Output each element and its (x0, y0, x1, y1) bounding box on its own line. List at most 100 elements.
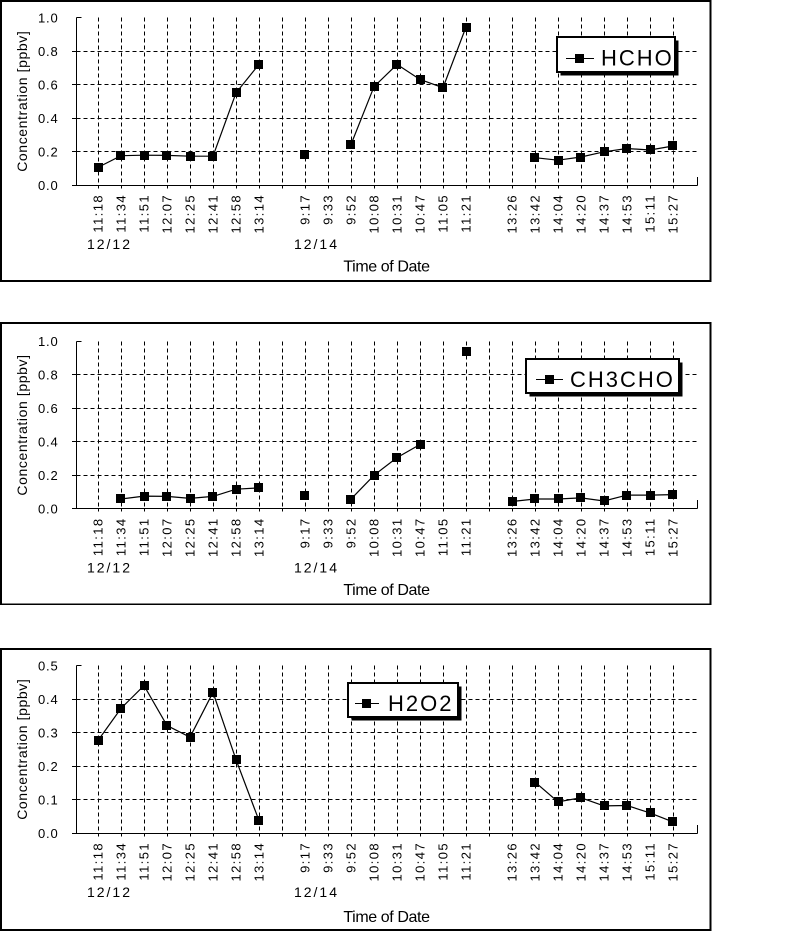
svg-text:11:18: 11:18 (91, 842, 106, 881)
svg-text:15:27: 15:27 (666, 518, 681, 558)
svg-text:10:08: 10:08 (367, 842, 382, 882)
svg-text:14:37: 14:37 (597, 518, 612, 558)
svg-text:12/12: 12/12 (87, 884, 132, 900)
svg-text:Concentration [ppbv]: Concentration [ppbv] (14, 31, 30, 172)
svg-text:12/14: 12/14 (294, 884, 339, 900)
svg-text:11:34: 11:34 (114, 842, 129, 881)
svg-text:9:33: 9:33 (321, 518, 336, 549)
svg-text:13:26: 13:26 (505, 842, 520, 882)
svg-text:14:53: 14:53 (620, 842, 635, 882)
svg-text:14:20: 14:20 (574, 194, 589, 234)
svg-text:11:05: 11:05 (436, 842, 451, 881)
svg-text:15:27: 15:27 (666, 194, 681, 234)
svg-text:10:31: 10:31 (390, 842, 405, 882)
svg-text:12:58: 12:58 (229, 194, 244, 234)
svg-text:15:11: 15:11 (643, 842, 658, 881)
svg-text:13:42: 13:42 (528, 194, 543, 234)
svg-text:9:52: 9:52 (344, 518, 359, 549)
svg-text:Time of Date: Time of Date (343, 909, 430, 926)
svg-text:12:07: 12:07 (160, 194, 175, 234)
svg-text:13:26: 13:26 (505, 518, 520, 558)
svg-text:15:11: 15:11 (643, 518, 658, 557)
svg-text:12:25: 12:25 (183, 194, 198, 234)
svg-text:0.2: 0.2 (38, 468, 58, 483)
svg-text:10:47: 10:47 (413, 842, 428, 882)
svg-text:12:58: 12:58 (229, 842, 244, 882)
svg-text:12:25: 12:25 (183, 842, 198, 882)
svg-text:12:41: 12:41 (206, 842, 221, 882)
svg-text:13:14: 13:14 (252, 842, 267, 882)
svg-text:0.0: 0.0 (38, 178, 58, 193)
svg-text:14:37: 14:37 (597, 842, 612, 882)
svg-text:0.2: 0.2 (38, 759, 58, 774)
svg-text:0.8: 0.8 (38, 44, 58, 59)
svg-text:11:21: 11:21 (459, 842, 474, 881)
svg-text:12:41: 12:41 (206, 194, 221, 234)
svg-text:12/14: 12/14 (294, 560, 339, 576)
svg-text:14:04: 14:04 (551, 518, 566, 558)
svg-text:CH3CHO: CH3CHO (570, 367, 675, 392)
svg-text:0.4: 0.4 (38, 692, 58, 707)
svg-text:9:52: 9:52 (344, 194, 359, 225)
svg-text:14:53: 14:53 (620, 518, 635, 558)
svg-text:0.3: 0.3 (38, 726, 58, 741)
svg-text:9:52: 9:52 (344, 842, 359, 873)
svg-text:11:05: 11:05 (436, 518, 451, 557)
svg-text:0.8: 0.8 (38, 368, 58, 383)
svg-text:14:37: 14:37 (597, 194, 612, 234)
svg-text:9:33: 9:33 (321, 194, 336, 225)
svg-text:11:34: 11:34 (114, 518, 129, 557)
svg-text:0.4: 0.4 (38, 435, 58, 450)
svg-text:Concentration [ppbv]: Concentration [ppbv] (14, 679, 30, 820)
svg-text:10:47: 10:47 (413, 194, 428, 234)
svg-text:0.6: 0.6 (38, 401, 58, 416)
svg-text:10:08: 10:08 (367, 194, 382, 234)
svg-text:14:04: 14:04 (551, 842, 566, 882)
svg-text:0.0: 0.0 (38, 826, 58, 841)
svg-text:10:31: 10:31 (390, 194, 405, 234)
svg-text:9:17: 9:17 (298, 194, 313, 225)
svg-text:12:07: 12:07 (160, 518, 175, 558)
svg-text:1.0: 1.0 (38, 334, 58, 349)
svg-text:HCHO: HCHO (601, 46, 674, 71)
svg-text:9:17: 9:17 (298, 518, 313, 549)
svg-text:14:20: 14:20 (574, 518, 589, 558)
svg-text:11:21: 11:21 (459, 194, 474, 233)
svg-text:13:42: 13:42 (528, 518, 543, 558)
svg-text:H2O2: H2O2 (388, 691, 453, 716)
svg-text:11:05: 11:05 (436, 194, 451, 233)
svg-text:11:21: 11:21 (459, 518, 474, 557)
svg-text:12:41: 12:41 (206, 518, 221, 558)
svg-text:0.2: 0.2 (38, 145, 58, 160)
svg-text:14:04: 14:04 (551, 194, 566, 234)
svg-text:9:17: 9:17 (298, 842, 313, 873)
svg-text:0.0: 0.0 (38, 502, 58, 517)
svg-text:13:26: 13:26 (505, 194, 520, 234)
svg-text:11:51: 11:51 (137, 518, 152, 557)
svg-text:13:14: 13:14 (252, 194, 267, 234)
svg-text:12:58: 12:58 (229, 518, 244, 558)
svg-text:11:34: 11:34 (114, 194, 129, 233)
svg-text:10:08: 10:08 (367, 518, 382, 558)
svg-text:12/12: 12/12 (87, 560, 132, 576)
svg-text:12:25: 12:25 (183, 518, 198, 558)
svg-text:14:20: 14:20 (574, 842, 589, 882)
svg-text:15:27: 15:27 (666, 842, 681, 882)
svg-text:0.4: 0.4 (38, 111, 58, 126)
svg-text:10:31: 10:31 (390, 518, 405, 558)
svg-text:0.1: 0.1 (38, 793, 58, 808)
svg-text:14:53: 14:53 (620, 194, 635, 234)
svg-text:0.5: 0.5 (38, 659, 58, 674)
svg-text:12:07: 12:07 (160, 842, 175, 882)
svg-text:Time of Date: Time of Date (343, 259, 430, 276)
svg-text:9:33: 9:33 (321, 842, 336, 873)
svg-text:12/12: 12/12 (87, 236, 132, 252)
svg-text:Time of Date: Time of Date (343, 582, 430, 599)
svg-text:15:11: 15:11 (643, 194, 658, 233)
svg-text:11:18: 11:18 (91, 518, 106, 557)
svg-text:11:18: 11:18 (91, 194, 106, 233)
svg-text:11:51: 11:51 (137, 842, 152, 881)
svg-text:11:51: 11:51 (137, 194, 152, 233)
svg-text:13:14: 13:14 (252, 518, 267, 558)
svg-text:1.0: 1.0 (38, 11, 58, 26)
